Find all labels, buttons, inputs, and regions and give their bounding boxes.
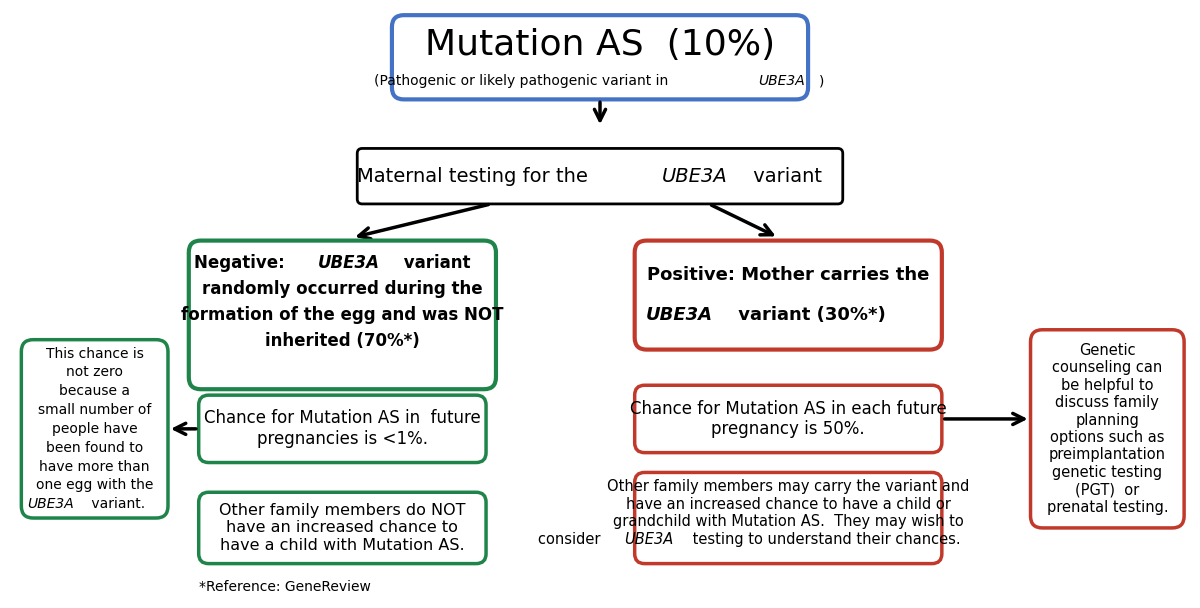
FancyBboxPatch shape: [635, 385, 942, 452]
Text: because a: because a: [59, 384, 130, 398]
FancyBboxPatch shape: [392, 15, 808, 99]
Text: variant (30%*): variant (30%*): [732, 306, 886, 324]
FancyBboxPatch shape: [199, 492, 486, 564]
Text: been found to: been found to: [46, 441, 143, 455]
Text: UBE3A: UBE3A: [647, 306, 713, 324]
Text: Chance for Mutation AS in each future
pregnancy is 50%.: Chance for Mutation AS in each future pr…: [630, 399, 947, 438]
Text: grandchild with Mutation AS.  They may wish to: grandchild with Mutation AS. They may wi…: [613, 514, 964, 530]
Text: Negative:: Negative:: [193, 254, 290, 272]
Text: UBE3A: UBE3A: [662, 167, 727, 185]
Text: variant: variant: [746, 167, 822, 185]
Text: variant.: variant.: [88, 497, 145, 511]
Text: Other family members do NOT
have an increased chance to
have a child with Mutati: Other family members do NOT have an incr…: [220, 503, 466, 553]
Text: variant: variant: [397, 254, 470, 272]
FancyBboxPatch shape: [635, 241, 942, 350]
Text: UBE3A: UBE3A: [28, 497, 74, 511]
Text: Other family members may carry the variant and: Other family members may carry the varia…: [607, 479, 970, 494]
Text: have an increased chance to have a child or: have an increased chance to have a child…: [626, 497, 950, 512]
Text: UBE3A: UBE3A: [758, 74, 805, 88]
Text: UBE3A: UBE3A: [318, 254, 380, 272]
Text: (Pathogenic or likely pathogenic variant in: (Pathogenic or likely pathogenic variant…: [374, 74, 673, 88]
Text: inherited (70%*): inherited (70%*): [265, 331, 420, 350]
Text: people have: people have: [52, 422, 138, 436]
FancyBboxPatch shape: [635, 472, 942, 564]
Text: Positive: Mother carries the: Positive: Mother carries the: [647, 266, 930, 285]
Text: ): ): [818, 74, 824, 88]
FancyBboxPatch shape: [188, 241, 496, 389]
Text: Maternal testing for the: Maternal testing for the: [356, 167, 594, 185]
Text: have more than: have more than: [40, 460, 150, 474]
FancyBboxPatch shape: [199, 395, 486, 463]
Text: not zero: not zero: [66, 365, 124, 379]
Text: one egg with the: one egg with the: [36, 478, 154, 492]
Text: UBE3A: UBE3A: [624, 533, 673, 547]
Text: Mutation AS  (10%): Mutation AS (10%): [425, 29, 775, 63]
Text: This chance is: This chance is: [46, 347, 144, 361]
Text: consider: consider: [538, 533, 605, 547]
Text: formation of the egg and was NOT: formation of the egg and was NOT: [181, 306, 504, 324]
FancyBboxPatch shape: [22, 340, 168, 518]
Text: testing to understand their chances.: testing to understand their chances.: [688, 533, 960, 547]
FancyBboxPatch shape: [1031, 330, 1184, 528]
Text: *Reference: GeneReview: *Reference: GeneReview: [199, 581, 371, 595]
Text: Genetic
counseling can
be helpful to
discuss family
planning
options such as
pre: Genetic counseling can be helpful to dis…: [1046, 343, 1168, 514]
Text: small number of: small number of: [38, 403, 151, 417]
Text: Chance for Mutation AS in  future
pregnancies is <1%.: Chance for Mutation AS in future pregnan…: [204, 409, 481, 448]
Text: randomly occurred during the: randomly occurred during the: [202, 280, 482, 298]
FancyBboxPatch shape: [358, 148, 842, 204]
